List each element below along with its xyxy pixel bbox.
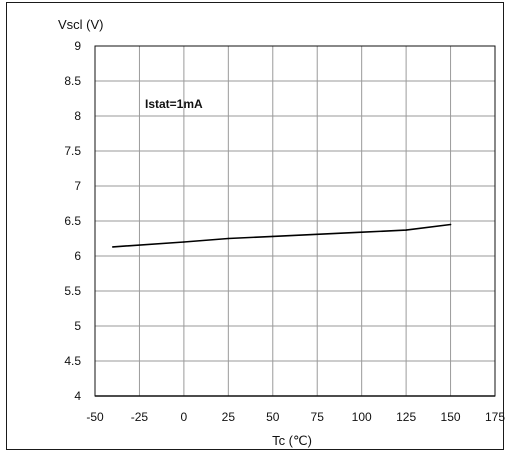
series-line [112, 223, 451, 248]
data-point [111, 246, 114, 248]
data-point [316, 233, 319, 236]
chart-frame [6, 2, 504, 450]
data-point [183, 241, 185, 243]
y-axis-label: Vscl (V) [58, 17, 104, 32]
x-tick-label: 100 [352, 410, 372, 424]
x-tick-label: 175 [485, 410, 505, 424]
y-tick-label: 6.5 [64, 214, 81, 228]
annotation-label: Istat=1mA [145, 97, 203, 111]
y-tick-label: 7.5 [64, 144, 81, 158]
data-point [271, 235, 274, 238]
data-point [360, 231, 363, 233]
y-tick-label: 7 [74, 179, 81, 193]
x-axis-ticks: -50 -25 0 25 50 75 100 125 150 175 [86, 410, 505, 424]
x-tick-label: 125 [396, 410, 416, 424]
y-tick-label: 8.5 [64, 74, 81, 88]
x-tick-label: -25 [131, 410, 149, 424]
y-tick-label: 8 [74, 109, 81, 123]
y-axis-ticks: 4 4.5 5 5.5 6 6.5 7 7.5 8 8.5 9 [64, 39, 81, 403]
data-point [405, 229, 407, 231]
y-tick-label: 9 [74, 39, 81, 53]
x-tick-label: -50 [86, 410, 104, 424]
x-tick-label: 75 [311, 410, 325, 424]
data-point [449, 223, 452, 226]
y-tick-label: 5.5 [64, 284, 81, 298]
x-tick-label: 150 [441, 410, 461, 424]
series-group [111, 223, 452, 248]
x-tick-label: 0 [181, 410, 188, 424]
x-tick-label: 50 [266, 410, 280, 424]
x-axis-label: Tc (℃) [272, 433, 312, 448]
x-tick-label: 25 [222, 410, 236, 424]
y-tick-label: 5 [74, 319, 81, 333]
y-tick-label: 4 [74, 389, 81, 403]
y-tick-label: 6 [74, 249, 81, 263]
data-point [227, 237, 230, 240]
y-tick-label: 4.5 [64, 354, 81, 368]
